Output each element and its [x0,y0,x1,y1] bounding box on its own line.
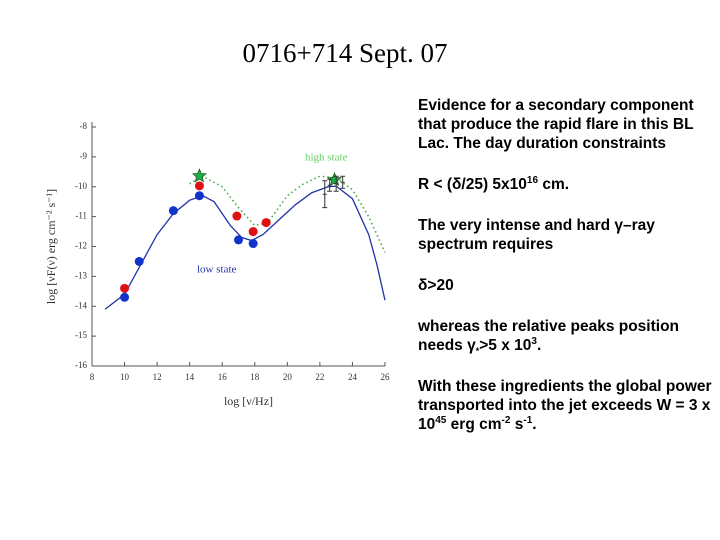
supscript: -1 [523,415,533,426]
paragraph: The very intense and hard γ–ray spectrum… [418,216,713,254]
supscript: 3 [531,336,537,347]
paragraph: Evidence for a secondary component that … [418,96,713,153]
paragraph: With these ingredients the global power … [418,377,713,434]
slide-title: 0716+714 Sept. 07 [242,38,448,68]
x-tick-label: 12 [153,372,162,382]
data-point [248,227,258,237]
data-point [248,239,258,249]
text-run: erg cm [446,416,502,433]
supscript: 16 [526,175,539,186]
text-run: δ>20 [418,277,454,294]
y-tick-label: -14 [75,300,87,310]
text-run: The very intense and hard γ–ray spectrum… [418,217,655,253]
data-point [194,191,204,201]
y-tick-label: -16 [75,360,87,370]
data-point [194,181,204,191]
data-star [192,168,207,183]
x-tick-label: 24 [348,372,358,382]
y-tick-label: -15 [75,330,87,340]
x-tick-label: 10 [120,372,130,382]
data-point [168,206,178,216]
data-point [261,218,271,228]
x-tick-label: 18 [250,372,260,382]
text-run: . [532,416,537,433]
x-tick-label: 20 [283,372,293,382]
text-run: >5 x 10 [479,337,532,354]
x-tick-label: 14 [185,372,195,382]
y-tick-label: -9 [80,151,88,161]
data-point [232,211,242,221]
text-run: R < (δ/25) 5x10 [418,176,527,193]
text-run: With these ingredients the global power … [418,378,712,433]
error-bar [340,175,346,189]
data-point [120,283,130,293]
x-tick-label: 22 [315,372,324,382]
supscript: -2 [501,415,511,426]
text-block: Evidence for a secondary component that … [418,96,713,456]
x-tick-label: 16 [218,372,228,382]
error-bar [333,175,339,192]
x-axis-label: log [ν/Hz] [224,394,273,408]
data-point [120,292,130,302]
subscript: * [475,346,480,357]
y-tick-label: -12 [75,241,87,251]
supscript: 45 [435,415,447,426]
text-run: cm. [538,176,570,193]
annotation: high state [305,152,348,164]
data-point [234,235,243,245]
x-tick-label: 26 [381,372,391,382]
chart: -8 -9 -10 -11 -12 -13 -14 -15 -168 10 12 14 16 18 20 22… [44,121,391,408]
y-tick-label: -13 [75,270,87,280]
paragraph: whereas the relative peaks position need… [418,317,713,357]
x-tick-label: 8 [90,372,95,382]
text-run: whereas the relative peaks position need… [418,318,680,354]
y-tick-label: -10 [75,181,87,191]
data-point [134,256,144,266]
paragraph: δ>20 [418,276,713,295]
sed-curve [104,185,386,310]
y-tick-label: -8 [80,121,88,131]
data-star [327,172,342,187]
y-tick-label: -11 [75,211,87,221]
paragraph: R < (δ/25) 5x1016 cm. [418,175,713,194]
y-axis-label: log [νF(ν) erg cm⁻² s⁻¹] [44,189,58,304]
error-bar [322,180,328,209]
text-run: Evidence for a secondary component that … [418,97,694,152]
annotation: low state [197,264,237,276]
text-run: . [536,337,542,354]
sed-curve [189,175,386,253]
text-run: s [510,416,524,433]
error-bar [327,178,333,192]
